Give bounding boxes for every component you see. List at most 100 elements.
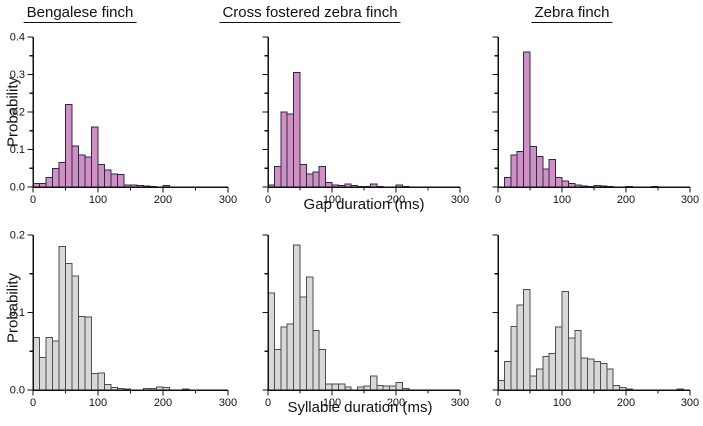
- histogram-svg: 0 100 200 300: [262, 234, 469, 409]
- x-tick-label: 300: [219, 397, 237, 409]
- y-tick-label: 0.2: [10, 230, 25, 242]
- x-tick-label: 0: [495, 194, 501, 206]
- histogram-bar: [104, 384, 112, 391]
- histogram-bar: [599, 363, 608, 391]
- histogram-bar: [91, 126, 99, 188]
- histogram-svg: 0.0 0.1 0.2 0 100 200 300: [10, 230, 237, 410]
- bars-group: [497, 288, 685, 391]
- plot-syllable-zebra-finch: 0 100 200 300: [492, 234, 699, 409]
- x-axis-label-syllable-duration: Syllable duration (ms): [287, 399, 433, 416]
- panel-title-cross-fostered-zebra-finch: Cross fostered zebra finch: [219, 4, 401, 23]
- histogram-bar: [45, 336, 53, 391]
- x-tick-label: 100: [89, 194, 107, 206]
- histogram-bar: [312, 329, 320, 391]
- histogram-bar: [561, 291, 569, 391]
- panel-title-text: Cross fostered zebra finch: [219, 4, 401, 23]
- histogram-bar: [523, 288, 531, 391]
- histogram-bar: [293, 244, 301, 391]
- histogram-bar: [299, 164, 307, 188]
- panel-title-text: Zebra finch: [531, 4, 613, 23]
- x-tick-label: 300: [451, 397, 469, 409]
- histogram-bar: [65, 263, 73, 391]
- histogram-bar: [555, 176, 563, 188]
- x-tick-label: 0: [495, 397, 501, 409]
- histogram-bar: [273, 349, 282, 391]
- histogram-bar: [529, 375, 537, 391]
- histogram-svg: 0 100 200 300: [492, 234, 699, 409]
- histogram-bar: [273, 165, 282, 188]
- histogram-bar: [331, 383, 339, 391]
- histogram-bar: [542, 168, 550, 188]
- y-axis-label-probability-top: Probability: [4, 76, 22, 148]
- histogram-bar: [299, 296, 307, 391]
- histogram-bar: [535, 368, 544, 391]
- plot-gap-bengalese-finch: 0.0 0.1 0.2 0.3 0.4 0 100 200 300: [10, 32, 237, 207]
- panel-title-bengalese-finch: Bengalese finch: [23, 4, 137, 23]
- plot-gap-cross-fostered-zebra-finch: 0 100 200 300: [262, 36, 469, 206]
- x-tick-label: 100: [553, 397, 571, 409]
- histogram-bar: [325, 383, 333, 391]
- histogram-bar: [497, 380, 505, 391]
- histogram-bar: [606, 368, 614, 391]
- bars-group: [32, 246, 190, 391]
- histogram-bar: [574, 329, 582, 391]
- y-tick-label: 0.0: [10, 182, 25, 194]
- histogram-bar: [305, 276, 314, 391]
- histogram-bar: [39, 356, 47, 391]
- histogram-bar: [71, 145, 79, 188]
- histogram-bar: [503, 177, 512, 188]
- plot-syllable-cross-fostered-zebra-finch: 0 100 200 300: [262, 234, 469, 409]
- histogram-bar: [97, 164, 105, 188]
- x-tick-label: 300: [219, 194, 237, 206]
- histogram-bar: [555, 326, 563, 391]
- x-tick-label: 0: [265, 397, 271, 409]
- y-tick-label: 0.1: [10, 307, 25, 319]
- histogram-bar: [97, 372, 105, 391]
- x-tick-label: 300: [681, 397, 699, 409]
- panel-title-text: Bengalese finch: [23, 4, 137, 23]
- y-tick-label: 0.0: [10, 385, 25, 397]
- x-tick-label: 200: [154, 194, 172, 206]
- bars-group: [32, 104, 170, 188]
- histogram-bar: [91, 373, 99, 391]
- histogram-bar: [32, 336, 40, 391]
- histogram-bar: [286, 113, 295, 188]
- histogram-bar: [567, 337, 576, 391]
- histogram-bar: [280, 326, 288, 391]
- x-tick-label: 100: [323, 397, 341, 409]
- y-tick-label: 0.2: [10, 107, 25, 119]
- histogram-bar: [45, 177, 53, 188]
- histogram-bar: [104, 169, 112, 188]
- histogram-bar: [84, 316, 92, 391]
- histogram-svg: 0 100 200 300: [492, 36, 699, 206]
- histogram-bar: [65, 104, 73, 188]
- histogram-bar: [548, 159, 557, 188]
- x-tick-label: 300: [681, 194, 699, 206]
- histogram-bar: [318, 349, 327, 391]
- x-tick-label: 200: [617, 194, 635, 206]
- histogram-bar: [561, 180, 569, 188]
- histogram-bar: [587, 358, 595, 391]
- x-axis-label-gap-duration: Gap duration (ms): [303, 196, 425, 213]
- y-tick-label: 0.3: [10, 69, 25, 81]
- bars-group: [503, 51, 659, 188]
- histogram-bar: [58, 162, 66, 188]
- x-tick-label: 200: [387, 397, 405, 409]
- histogram-bar: [305, 173, 314, 188]
- histogram-bar: [52, 340, 60, 391]
- histogram-bar: [280, 111, 288, 188]
- histogram-bar: [58, 246, 66, 391]
- y-axis-label-probability-bottom: Probability: [4, 272, 22, 344]
- histogram-bar: [84, 156, 92, 188]
- y-tick-label: 0.1: [10, 144, 25, 156]
- x-tick-label: 100: [89, 397, 107, 409]
- histogram-bar: [71, 275, 79, 391]
- histogram-bar: [78, 315, 86, 391]
- histogram-bar: [337, 383, 346, 391]
- histogram-bar: [110, 173, 118, 188]
- plot-gap-zebra-finch: 0 100 200 300: [492, 36, 699, 206]
- histogram-svg: 0 100 200 300: [262, 36, 469, 206]
- histogram-bar: [535, 155, 544, 188]
- bars-group: [267, 244, 410, 391]
